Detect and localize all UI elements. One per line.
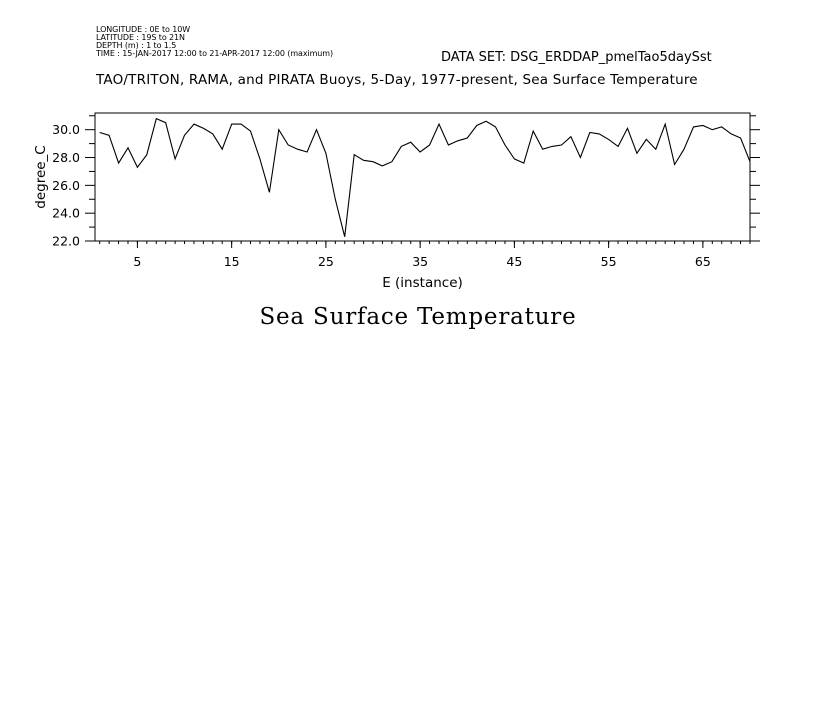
- x-tick-label: 35: [412, 254, 428, 269]
- dataset-label: DATA SET: DSG_ERDDAP_pmelTao5daySst: [441, 50, 712, 65]
- x-axis-label: E (instance): [382, 275, 463, 291]
- y-tick-label: 26.0: [52, 178, 80, 193]
- sst-series-line: [99, 117, 751, 237]
- latitude-label: LATITUDE : 19S to 21N: [96, 33, 185, 42]
- x-tick-label: 55: [601, 254, 617, 269]
- x-tick-label: 65: [695, 254, 711, 269]
- plot-frame: [94, 112, 751, 242]
- y-tick-label: 28.0: [52, 150, 80, 165]
- y-tick-label: 30.0: [52, 122, 80, 137]
- longitude-label: LONGITUDE : 0E to 10W: [96, 25, 191, 34]
- time-label: TIME : 15-JAN-2017 12:00 to 21-APR-2017 …: [96, 49, 333, 58]
- x-tick-label: 45: [506, 254, 522, 269]
- figure-caption: Sea Surface Temperature: [259, 304, 577, 330]
- y-tick-label: 24.0: [52, 206, 80, 221]
- x-tick-label: 25: [318, 254, 334, 269]
- y-axis-label: degree_C: [33, 145, 49, 209]
- plot-title: TAO/TRITON, RAMA, and PIRATA Buoys, 5-Da…: [96, 72, 698, 88]
- depth-label: DEPTH (m) : 1 to 1.5: [96, 41, 177, 50]
- y-tick-label: 22.0: [52, 234, 80, 249]
- x-tick-label: 5: [133, 254, 141, 269]
- x-tick-label: 15: [224, 254, 240, 269]
